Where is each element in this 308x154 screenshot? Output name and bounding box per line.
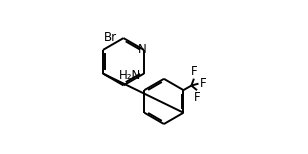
Text: H₂N: H₂N xyxy=(119,69,141,82)
Text: Br: Br xyxy=(103,31,116,44)
Text: N: N xyxy=(138,43,147,56)
Text: F: F xyxy=(191,65,197,78)
Text: F: F xyxy=(194,91,200,104)
Text: F: F xyxy=(200,77,206,90)
